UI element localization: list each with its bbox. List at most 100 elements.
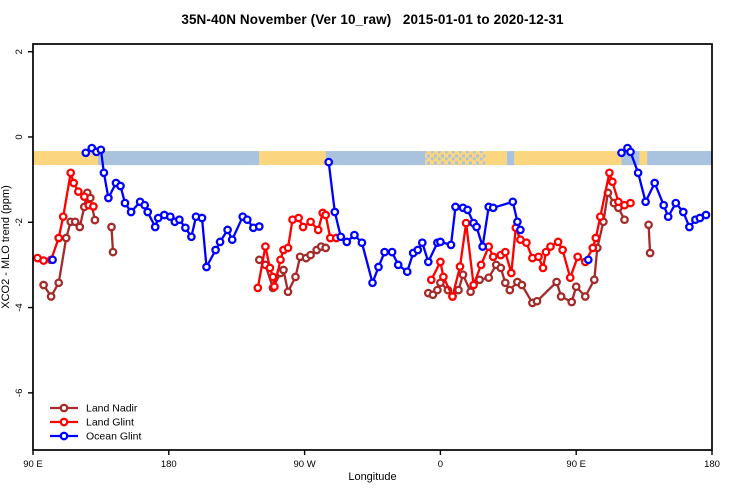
data-point-land-glint xyxy=(506,268,516,278)
data-point-ocean-glint xyxy=(254,222,264,231)
data-point-land-nadir xyxy=(39,280,48,290)
coverage-band-segment-ocean xyxy=(325,151,426,166)
data-point-land-nadir xyxy=(279,265,288,275)
coverage-band xyxy=(33,151,712,166)
data-point-land-nadir xyxy=(556,292,566,301)
data-point-ocean-glint xyxy=(617,148,626,158)
data-point-ocean-glint xyxy=(436,237,445,247)
data-point-land-glint xyxy=(541,247,551,257)
data-point-land-nadir xyxy=(589,275,599,285)
data-point-land-glint xyxy=(306,217,315,227)
data-point-land-glint xyxy=(469,280,478,290)
plot-box xyxy=(32,43,713,451)
data-point-ocean-glint xyxy=(663,212,673,222)
coverage-band-segment-ocean xyxy=(506,151,515,166)
x-tick-label: 180 xyxy=(161,459,177,470)
data-point-ocean-glint xyxy=(516,225,525,235)
x-tick-label: 180 xyxy=(704,459,720,470)
data-point-ocean-glint xyxy=(463,205,472,215)
data-point-land-glint xyxy=(558,245,567,255)
data-point-ocean-glint xyxy=(488,203,498,213)
series-line-land-nadir xyxy=(647,223,652,255)
data-point-land-glint xyxy=(461,218,471,228)
data-point-land-glint xyxy=(591,233,601,243)
data-point-land-glint xyxy=(39,256,48,265)
legend-marker-land-nadir xyxy=(59,403,69,413)
data-point-ocean-glint xyxy=(215,237,225,247)
legend-marker-land-glint xyxy=(59,417,69,427)
data-point-land-nadir xyxy=(107,222,116,232)
data-point-ocean-glint xyxy=(104,193,113,203)
x-tick-label: 90 E xyxy=(23,459,43,470)
data-point-land-glint xyxy=(283,243,293,253)
data-point-ocean-glint xyxy=(143,207,153,217)
data-point-ocean-glint xyxy=(197,213,207,223)
data-point-land-glint xyxy=(66,168,76,178)
y-tick-label: -6 xyxy=(14,389,25,397)
data-point-land-nadir xyxy=(283,287,293,297)
data-point-ocean-glint xyxy=(96,145,106,155)
data-point-ocean-glint xyxy=(336,232,346,242)
data-point-land-nadir xyxy=(496,263,506,273)
data-point-land-glint xyxy=(54,233,64,243)
data-point-ocean-glint xyxy=(140,200,150,210)
data-point-land-glint xyxy=(605,168,614,178)
chart-title: 35N-40N November (Ver 10_raw) 2015-01-01… xyxy=(181,12,564,27)
data-point-ocean-glint xyxy=(701,210,711,220)
data-point-land-nadir xyxy=(108,247,118,257)
legend-entry-ocean-glint: Ocean Glint xyxy=(50,431,142,443)
data-point-ocean-glint xyxy=(659,200,669,210)
legend-label-ocean-glint: Ocean Glint xyxy=(86,431,142,443)
data-point-ocean-glint xyxy=(478,242,487,251)
data-point-ocean-glint xyxy=(671,198,681,208)
data-point-land-nadir xyxy=(644,220,653,230)
data-point-land-nadir xyxy=(70,217,80,227)
data-point-land-glint xyxy=(439,272,448,282)
data-point-ocean-glint xyxy=(387,247,397,257)
data-point-land-nadir xyxy=(321,243,331,253)
data-point-land-glint xyxy=(608,177,617,187)
data-point-ocean-glint xyxy=(357,238,367,248)
data-point-land-nadir xyxy=(517,280,527,290)
data-point-ocean-glint xyxy=(81,148,91,158)
legend-entry-land-nadir: Land Nadir xyxy=(50,403,138,415)
data-point-ocean-glint xyxy=(513,217,522,227)
legend-label-land-glint: Land Glint xyxy=(86,417,134,429)
data-point-ocean-glint xyxy=(116,181,125,191)
coverage-band-segment-ocean xyxy=(647,151,712,166)
data-point-land-glint xyxy=(488,252,498,262)
data-point-land-glint xyxy=(546,242,555,251)
data-point-ocean-glint xyxy=(126,207,136,217)
data-point-ocean-glint xyxy=(202,262,211,272)
y-tick-label: -2 xyxy=(14,218,25,226)
data-point-land-nadir xyxy=(645,248,655,258)
data-point-land-nadir xyxy=(484,273,494,283)
y-tick-label: -4 xyxy=(14,303,25,311)
data-point-ocean-glint xyxy=(99,168,109,178)
data-point-land-glint xyxy=(565,273,575,283)
data-point-land-nadir xyxy=(291,272,300,282)
data-point-ocean-glint xyxy=(583,255,593,265)
data-point-land-glint xyxy=(79,192,89,202)
data-point-ocean-glint xyxy=(678,207,688,217)
data-point-land-nadir xyxy=(454,285,463,295)
x-tick-label: 90 E xyxy=(566,459,586,470)
y-axis-label: XCO2 - MLO trend (ppm) xyxy=(0,185,12,309)
data-point-land-nadir xyxy=(46,292,56,301)
data-point-land-nadir xyxy=(552,277,561,287)
series-ocean-glint xyxy=(48,143,711,288)
data-point-land-glint xyxy=(426,275,436,285)
data-point-land-glint xyxy=(58,212,68,222)
coverage-band-segment-land xyxy=(514,151,622,166)
data-point-land-nadir xyxy=(571,282,581,292)
data-point-land-glint xyxy=(73,187,83,196)
data-point-land-nadir xyxy=(466,287,475,297)
legend-marker-ocean-glint xyxy=(59,431,69,441)
x-tick-label: 90 W xyxy=(294,459,316,470)
data-point-land-nadir xyxy=(580,292,590,301)
data-point-ocean-glint xyxy=(120,198,130,208)
data-point-land-nadir xyxy=(75,222,85,232)
coverage-band-segment-land xyxy=(485,151,507,166)
